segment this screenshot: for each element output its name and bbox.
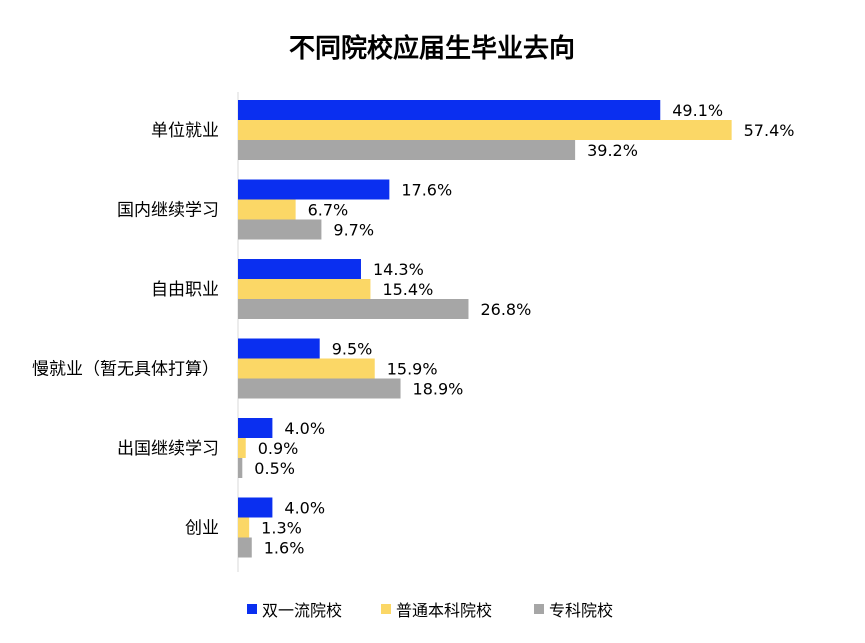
category-label: 国内继续学习 xyxy=(117,201,219,221)
data-label: 9.7% xyxy=(333,221,374,240)
legend-swatch xyxy=(247,604,257,614)
bar xyxy=(238,279,371,299)
bar xyxy=(238,100,661,120)
bar xyxy=(238,219,322,240)
bar xyxy=(238,537,252,558)
bar xyxy=(238,338,320,359)
bar xyxy=(238,438,246,458)
data-label: 9.5% xyxy=(332,340,373,359)
bar xyxy=(238,497,273,518)
category-label: 自由职业 xyxy=(151,280,219,300)
legend-label: 专科院校 xyxy=(549,601,613,620)
data-label: 39.2% xyxy=(587,141,638,160)
category-label: 创业 xyxy=(185,519,219,539)
data-label: 0.5% xyxy=(254,459,295,478)
data-label: 15.9% xyxy=(387,360,438,379)
data-label: 4.0% xyxy=(284,419,325,438)
category-label: 慢就业（暂无具体打算） xyxy=(32,359,219,380)
bar xyxy=(238,199,296,220)
bar xyxy=(238,458,243,478)
bar xyxy=(238,120,732,140)
data-label: 6.7% xyxy=(308,201,349,220)
legend-label: 双一流院校 xyxy=(262,601,342,620)
data-label: 0.9% xyxy=(258,439,299,458)
data-label: 26.8% xyxy=(480,300,531,319)
bar xyxy=(238,378,401,399)
bar xyxy=(238,517,250,538)
bar xyxy=(238,299,469,319)
data-label: 1.3% xyxy=(261,519,302,538)
data-label: 17.6% xyxy=(401,181,452,200)
value-labels: 49.1% 57.4% 39.2% 17.6% 6.7%9.7% 14.3%15.4% 26… xyxy=(254,101,794,558)
bar xyxy=(238,418,273,438)
bars xyxy=(238,100,732,558)
bar xyxy=(238,259,361,279)
category-label: 单位就业 xyxy=(151,121,219,141)
bar xyxy=(238,179,390,200)
data-label: 15.4% xyxy=(382,280,433,299)
data-label: 4.0% xyxy=(284,499,325,518)
data-label: 18.9% xyxy=(413,380,464,399)
legend-swatch xyxy=(381,604,391,614)
legend-label: 普通本科院校 xyxy=(396,601,492,620)
legend-swatch xyxy=(534,604,544,614)
legend: 双一流院校 普通本科院校 专科院校 xyxy=(247,601,613,620)
chart-title: 不同院校应届生毕业去向 xyxy=(289,33,575,64)
bar xyxy=(238,358,375,379)
bar xyxy=(238,140,576,160)
data-label: 14.3% xyxy=(373,260,424,279)
data-label: 57.4% xyxy=(744,121,795,140)
data-label: 49.1% xyxy=(672,101,723,120)
data-label: 1.6% xyxy=(264,539,305,558)
category-label: 出国继续学习 xyxy=(117,439,219,459)
